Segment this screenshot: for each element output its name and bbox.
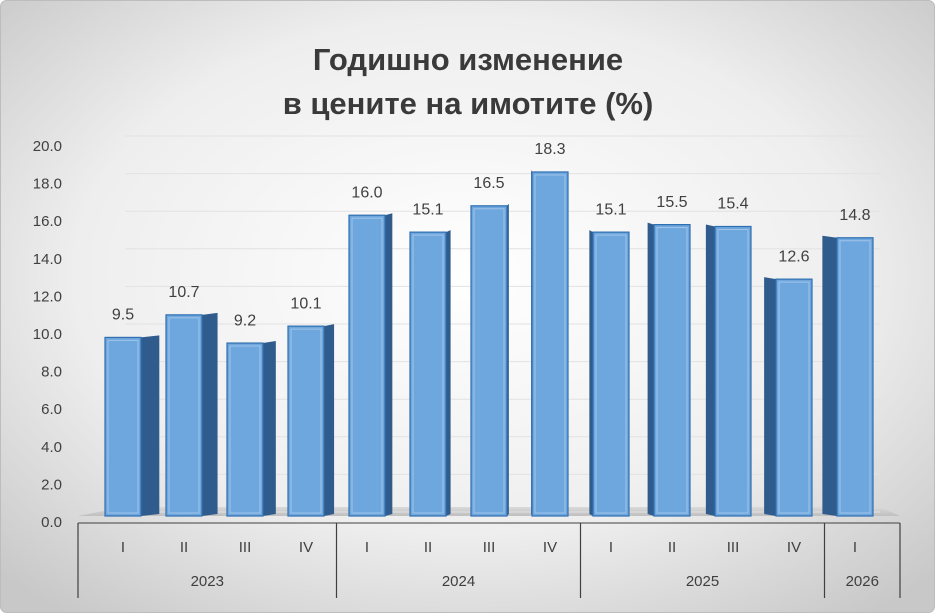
bar [470, 205, 508, 517]
x-tick-label: IV [299, 539, 313, 556]
bar-highlight [534, 174, 566, 514]
bar-highlight [717, 228, 749, 514]
bar-side [141, 335, 160, 516]
x-tick-label: II [180, 539, 188, 556]
bar-highlight [229, 345, 261, 514]
bar [226, 342, 264, 517]
x-tick-label: III [239, 539, 252, 556]
bar-highlight [839, 240, 871, 514]
y-tick-label: 18.0 [33, 176, 62, 193]
data-label: 9.5 [112, 307, 134, 324]
bar [287, 325, 325, 517]
y-tick-label: 0.0 [41, 514, 62, 531]
bar-highlight [168, 317, 200, 514]
bar [714, 225, 752, 517]
bar-side [705, 224, 715, 517]
data-label: 15.5 [656, 194, 687, 211]
bar [104, 336, 142, 517]
y-tick-label: 4.0 [41, 439, 62, 456]
bar-highlight [290, 328, 322, 514]
bar [775, 278, 813, 517]
bar-side [589, 230, 593, 516]
bar [165, 314, 203, 517]
bar-highlight [351, 217, 383, 514]
x-tick-label: IV [543, 539, 557, 556]
data-label: 15.1 [595, 201, 626, 218]
y-tick-label: 10.0 [33, 326, 62, 343]
data-label: 15.4 [717, 196, 748, 213]
data-label: 16.5 [473, 175, 504, 192]
bar-side [324, 324, 335, 516]
data-label: 14.8 [839, 207, 870, 224]
data-label: 15.1 [412, 201, 443, 218]
chart-title: Годишно изменение [313, 42, 623, 77]
y-tick-label: 14.0 [33, 251, 62, 268]
bar-side [202, 312, 218, 516]
y-tick-label: 12.0 [33, 288, 62, 305]
x-tick-label: I [121, 539, 125, 556]
bar-highlight [412, 234, 444, 514]
data-label: 10.1 [290, 295, 321, 312]
bar-side [647, 222, 654, 516]
y-tick-label: 2.0 [41, 476, 62, 493]
x-tick-label: III [483, 539, 496, 556]
bar-highlight [107, 339, 139, 514]
bar-side [764, 277, 776, 516]
x-tick-label: III [727, 539, 740, 556]
bar-side [385, 213, 393, 516]
chart-title: в цените на имотите (%) [283, 86, 654, 121]
bar-side [446, 230, 451, 516]
x-tick-label: II [424, 539, 432, 556]
x-tick-label: II [668, 539, 676, 556]
data-label: 9.2 [234, 312, 256, 329]
bar [836, 237, 874, 517]
group-label: 2024 [442, 573, 475, 590]
x-tick-label: IV [787, 539, 801, 556]
group-label: 2026 [846, 573, 879, 590]
y-tick-label: 8.0 [41, 364, 62, 381]
bar-highlight [473, 208, 505, 514]
x-tick-label: I [853, 539, 857, 556]
data-label: 18.3 [534, 141, 565, 158]
bar-highlight [656, 227, 688, 514]
group-label: 2023 [191, 573, 224, 590]
y-tick-label: 6.0 [41, 401, 62, 418]
bar-side [822, 235, 837, 516]
x-tick-label: I [609, 539, 613, 556]
group-label: 2025 [686, 573, 719, 590]
bar-side [263, 341, 276, 516]
y-tick-label: 16.0 [33, 213, 62, 230]
bar [348, 214, 386, 517]
bar [409, 231, 447, 517]
bar [531, 171, 569, 517]
data-label: 10.7 [168, 284, 199, 301]
data-label: 12.6 [778, 248, 809, 265]
x-tick-label: I [365, 539, 369, 556]
y-tick-label: 20.0 [33, 138, 62, 155]
bar [653, 224, 691, 517]
bar [592, 231, 630, 517]
bar-highlight [595, 234, 627, 514]
bar-highlight [778, 281, 810, 514]
data-label: 16.0 [351, 184, 382, 201]
